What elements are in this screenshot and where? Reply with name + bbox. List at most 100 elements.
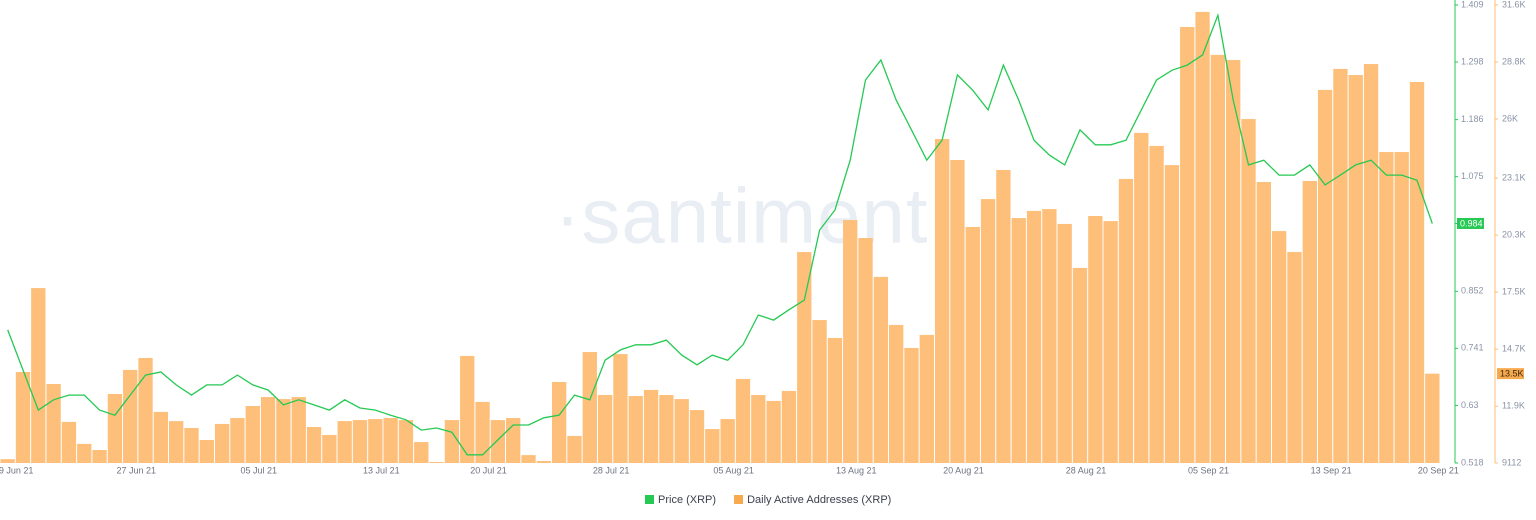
bar (214, 423, 230, 463)
bar (398, 420, 414, 463)
bar (123, 369, 138, 463)
bar (858, 237, 873, 463)
bar (46, 384, 61, 463)
y2-tick-label: 14.7K (1502, 344, 1526, 354)
bar (1011, 218, 1026, 463)
bar (797, 252, 812, 463)
current-value-label: 13.5K (1500, 369, 1524, 379)
x-tick-label: 20 Jul 21 (470, 465, 507, 475)
bar (812, 320, 827, 463)
x-tick-label: 05 Jul 21 (241, 465, 278, 475)
x-tick-label: 28 Jul 21 (593, 465, 630, 475)
bar (950, 159, 965, 463)
axes: 0.518 0.63 0.741 0.852 0.984 1.075 1.186 1.298 1… (0, 0, 1526, 475)
bar (0, 459, 15, 463)
bar (1425, 373, 1440, 463)
bar (276, 399, 291, 463)
y2-tick-label: 20.3K (1502, 230, 1526, 240)
x-tick-label: 28 Aug 21 (1066, 465, 1107, 475)
bar (628, 396, 643, 463)
bar (659, 395, 674, 463)
bar (1363, 64, 1379, 463)
x-tick-label: 05 Sep 21 (1188, 465, 1229, 475)
bar (1317, 89, 1333, 463)
bar (1088, 215, 1103, 463)
y-tick-label: 1.298 (1461, 56, 1484, 66)
bar (1042, 209, 1057, 463)
current-value-badge (1497, 368, 1524, 380)
bar (1072, 267, 1088, 463)
bar (1164, 165, 1180, 463)
bar (1026, 210, 1042, 463)
bar (1195, 11, 1210, 463)
bar (15, 372, 31, 463)
bar (1302, 180, 1317, 463)
bar (352, 420, 368, 463)
bar (1180, 26, 1195, 464)
bar (368, 419, 383, 463)
bar (781, 390, 797, 463)
bar (613, 354, 628, 463)
y2-tick-label: 26K (1502, 113, 1518, 123)
bar (904, 347, 919, 463)
bar (521, 455, 536, 463)
price-line (7, 12, 1433, 456)
bar (980, 199, 996, 463)
x-tick-label: 19 Jun 21 (0, 465, 33, 475)
bar (751, 395, 766, 463)
bar (643, 389, 659, 463)
legend-label: Price (XRP) (658, 494, 716, 506)
bar (260, 397, 276, 463)
bar (199, 440, 214, 463)
bar (1149, 145, 1164, 463)
bar (490, 420, 506, 463)
y2-tick-label: 28.8K (1502, 56, 1526, 66)
x-tick-label: 20 Aug 21 (943, 465, 984, 475)
bar (107, 393, 123, 463)
bar (61, 421, 77, 463)
bar (1394, 152, 1409, 463)
bar (291, 397, 306, 463)
y-tick-label: 1.186 (1461, 114, 1484, 124)
bar (567, 435, 582, 463)
x-tick-label: 05 Aug 21 (713, 465, 754, 475)
bar (383, 418, 398, 463)
bar (1118, 178, 1134, 463)
bar (582, 352, 597, 463)
bar (444, 420, 460, 463)
bar (1379, 152, 1394, 463)
bar (1256, 181, 1271, 463)
y-tick-label: 0.741 (1461, 343, 1484, 353)
bar (674, 399, 689, 463)
bar (230, 418, 245, 463)
bar (460, 355, 475, 463)
bar (337, 421, 352, 463)
bar (1333, 68, 1348, 463)
y2-tick-label: 9112 (1502, 457, 1521, 467)
bar (1057, 223, 1072, 463)
bar (889, 324, 904, 463)
bar (996, 169, 1011, 463)
bar (429, 462, 444, 463)
bar (414, 442, 429, 463)
bar (934, 139, 950, 463)
y2-tick-label: 31.6K (1502, 0, 1526, 9)
bar (92, 450, 107, 463)
y-tick-label: 0.63 (1461, 400, 1479, 410)
legend-label: Daily Active Addresses (XRP) (747, 494, 891, 506)
y2-tick-label: 11.9K (1502, 401, 1525, 411)
bar (184, 428, 199, 463)
bar (965, 226, 980, 463)
y-tick-label: 0.852 (1461, 286, 1484, 296)
bars (0, 11, 1440, 464)
lines (7, 12, 1433, 456)
bar (169, 421, 184, 463)
bar (475, 401, 490, 463)
bar (843, 220, 858, 463)
legend-swatch (734, 495, 744, 504)
bar (766, 400, 781, 463)
bar (689, 410, 705, 463)
bar (1103, 221, 1118, 463)
x-tick-label: 27 Jun 21 (116, 465, 156, 475)
